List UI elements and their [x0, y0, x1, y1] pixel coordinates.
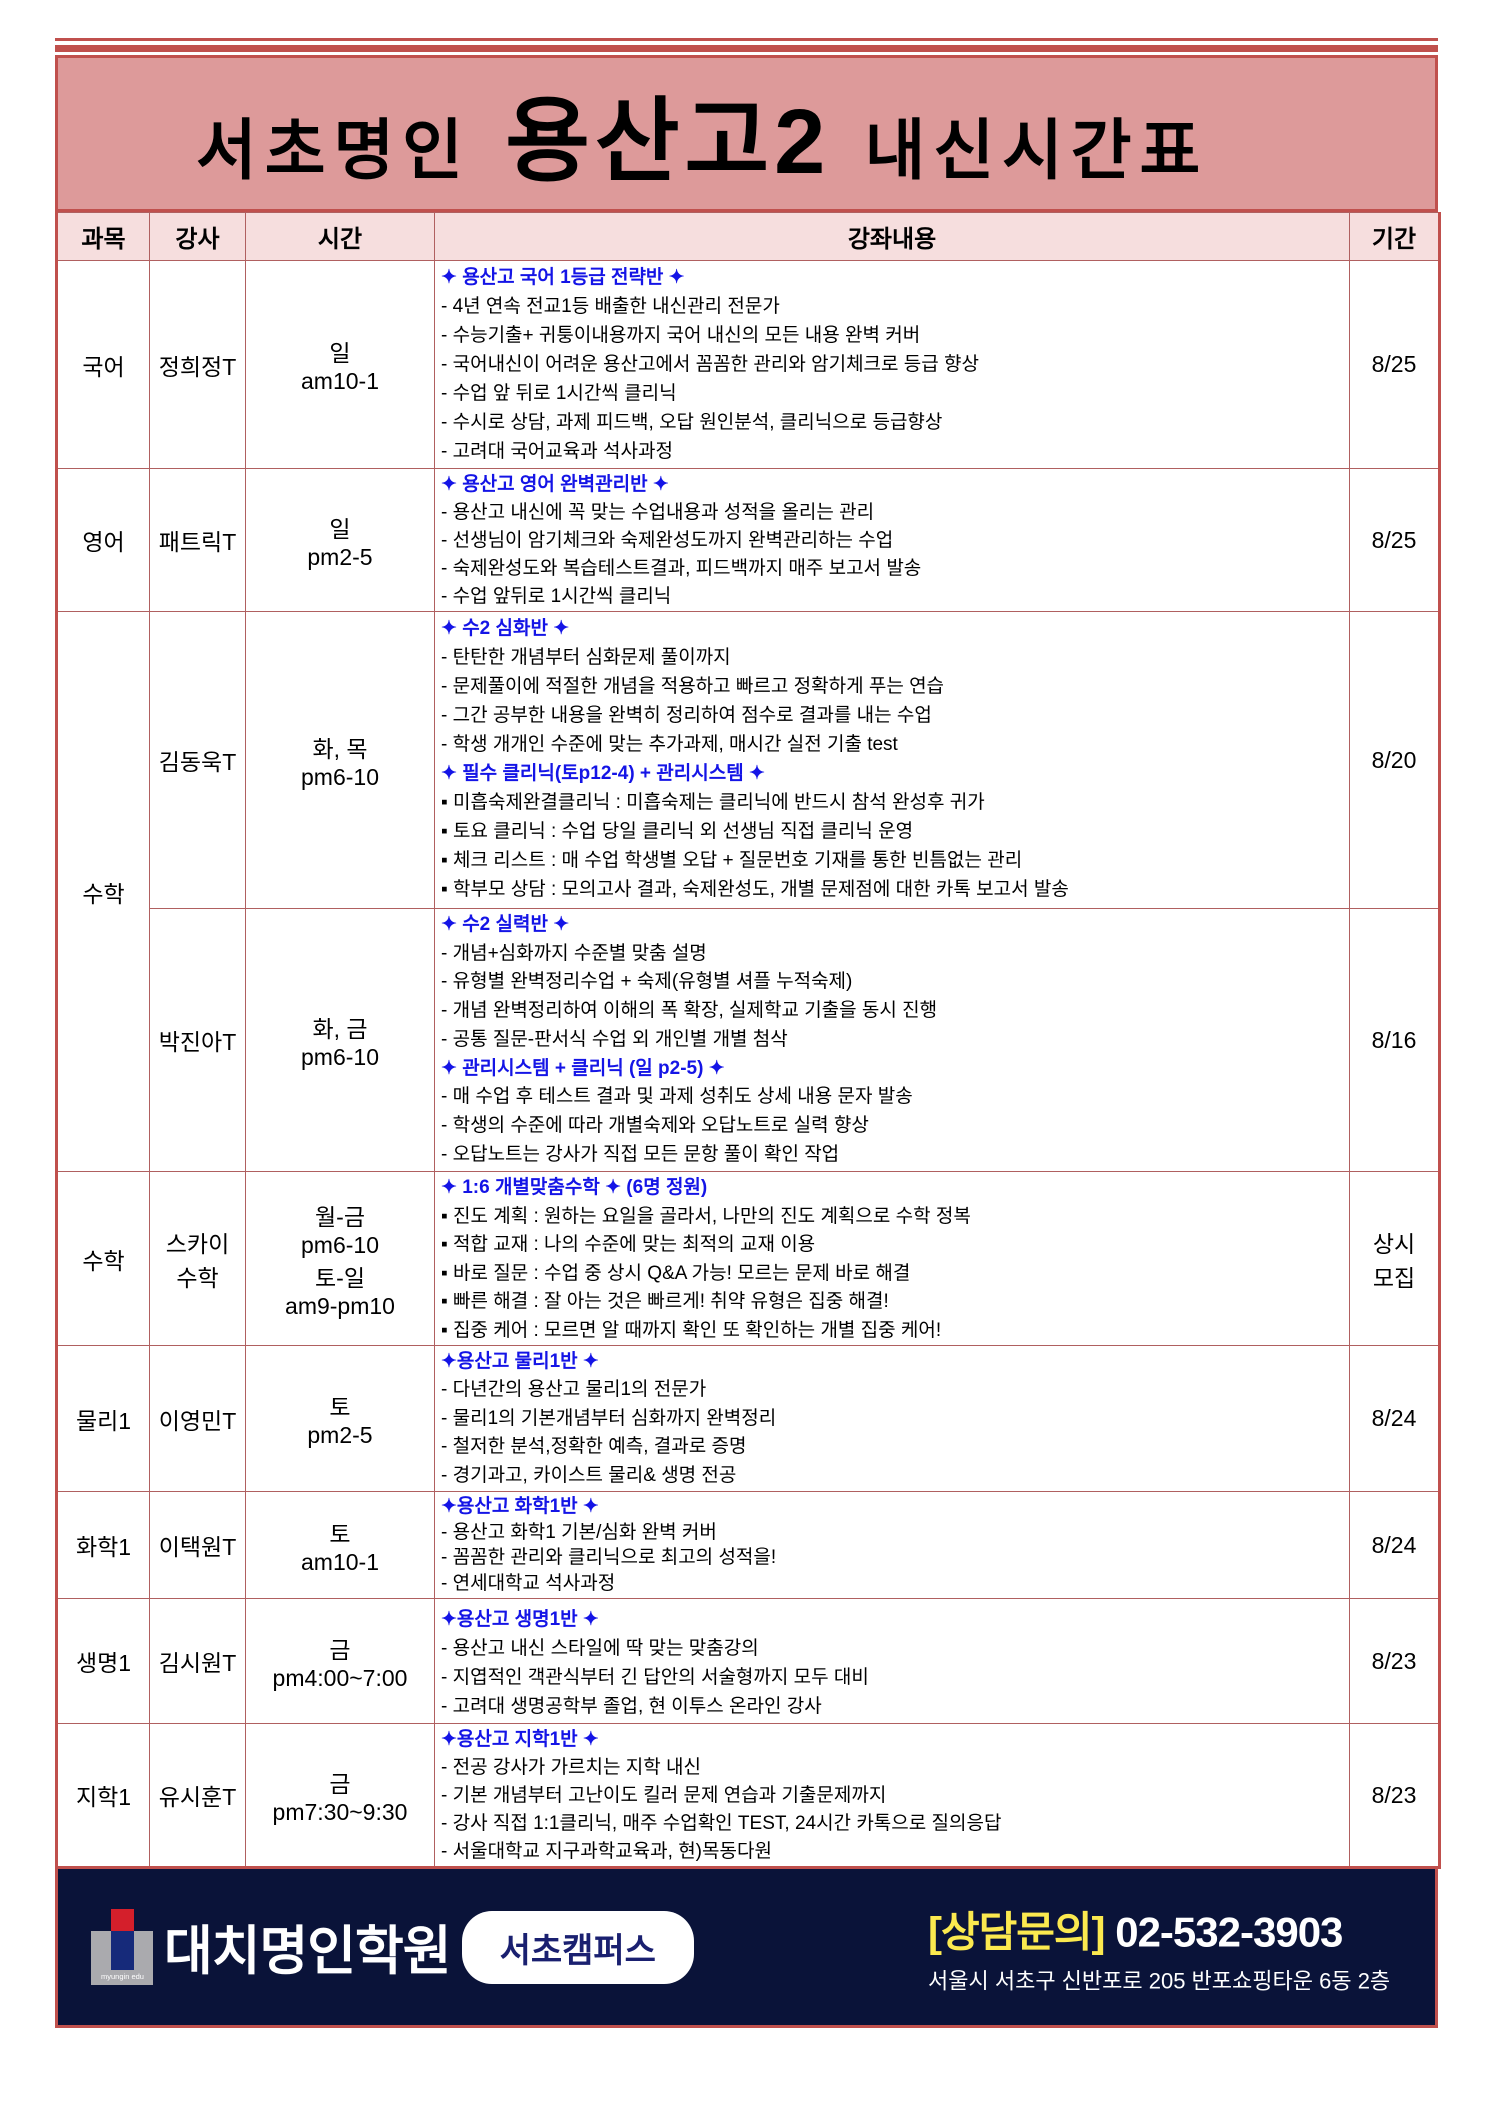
svg-text:myungin edu: myungin edu: [101, 1972, 144, 1981]
